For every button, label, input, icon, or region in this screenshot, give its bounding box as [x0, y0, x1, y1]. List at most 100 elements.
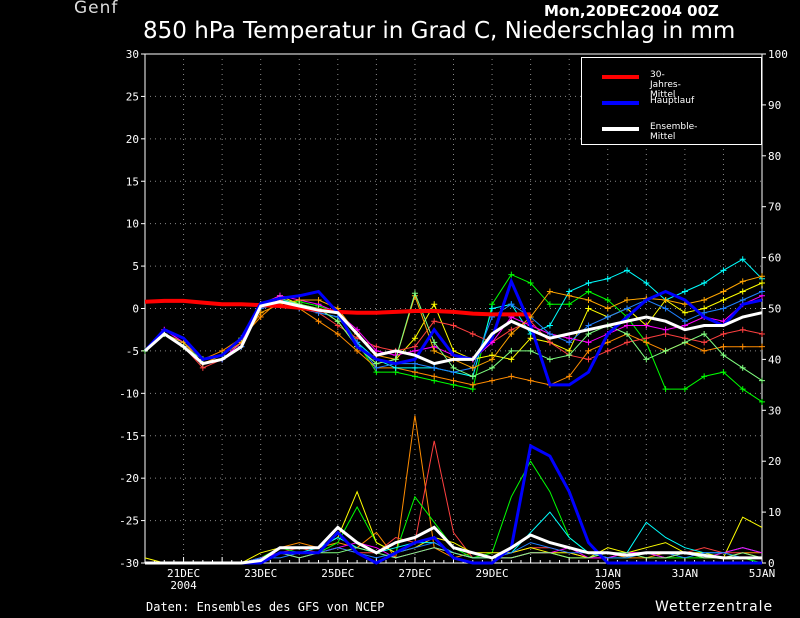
temp-member-marker	[431, 347, 438, 354]
temp-member-marker	[546, 322, 553, 329]
temp-member-marker	[546, 330, 553, 337]
temp-member-marker	[431, 339, 438, 346]
temp-member-marker	[431, 373, 438, 380]
y-left-tick-label: 0	[132, 303, 139, 316]
temp-member-marker	[604, 313, 611, 320]
temp-member-marker	[527, 313, 534, 320]
temp-member-marker	[720, 267, 727, 274]
temp-member-marker	[411, 347, 418, 354]
temp-member-marker	[585, 297, 592, 304]
y-right-tick-label: 80	[768, 150, 781, 163]
temp-member-marker	[759, 343, 765, 350]
y-right-tick-label: 70	[768, 201, 781, 214]
temp-member-marker	[585, 322, 592, 329]
y-right-tick-label: 20	[768, 455, 781, 468]
temp-member-marker	[624, 330, 631, 337]
temp-member-marker	[450, 377, 457, 384]
legend-swatch-climatology	[602, 75, 639, 79]
temp-member-marker	[759, 377, 765, 384]
temp-member-marker	[739, 364, 746, 371]
temp-member-marker	[759, 280, 765, 287]
temp-member-marker	[739, 343, 746, 350]
y-left-tick-label: 10	[126, 218, 139, 231]
temp-member-marker	[489, 356, 496, 363]
temp-member-marker	[759, 288, 765, 295]
temp-member-marker	[739, 386, 746, 393]
temp-member-marker	[624, 297, 631, 304]
temp-member-marker	[624, 339, 631, 346]
y-left-tick-label: -25	[119, 515, 139, 528]
temp-member-marker	[508, 373, 515, 380]
temp-member-marker	[508, 330, 515, 337]
temp-member-marker	[431, 318, 438, 325]
temp-member-marker	[759, 398, 765, 405]
temp-member-marker	[681, 339, 688, 346]
temp-member-marker	[469, 373, 476, 380]
y-right-tick-label: 10	[768, 506, 781, 519]
data-source-note: Daten: Ensembles des GFS von NCEP	[146, 600, 385, 614]
temp-member-marker	[585, 339, 592, 346]
temp-member-marker	[411, 290, 418, 297]
temp-member-marker	[720, 369, 727, 376]
temp-member-marker	[392, 356, 399, 363]
temp-member-marker	[759, 273, 765, 280]
y-left-tick-label: -5	[126, 345, 139, 358]
x-tick-label: 23DEC	[244, 567, 277, 580]
y-right-tick-label: 60	[768, 252, 781, 265]
y-right-tick-label: 30	[768, 404, 781, 417]
chart-title: 850 hPa Temperatur in Grad C, Niederschl…	[143, 18, 736, 44]
x-tick-label: 2004	[170, 579, 197, 592]
x-tick-label: 25DEC	[321, 567, 354, 580]
temp-member-marker	[681, 288, 688, 295]
temp-member-marker	[739, 288, 746, 295]
x-tick-label: 21DEC	[167, 567, 200, 580]
temp-member-marker	[720, 305, 727, 312]
temp-member-marker	[546, 356, 553, 363]
run-timestamp: Mon,20DEC2004 00Z	[544, 2, 719, 20]
y-left-tick-label: 5	[132, 260, 139, 273]
y-left-tick-label: -15	[119, 430, 139, 443]
temp-member-marker	[662, 347, 669, 354]
temp-member-marker	[450, 322, 457, 329]
temp-member-marker	[508, 271, 515, 278]
temp-member-marker	[701, 373, 708, 380]
temp-member-marker	[411, 335, 418, 342]
temp-member-marker	[527, 280, 534, 287]
temp-member-marker	[585, 305, 592, 312]
x-tick-label: 5JAN	[749, 567, 776, 580]
temp-member-marker	[450, 364, 457, 371]
temp-member-marker	[546, 339, 553, 346]
temp-member-marker	[546, 301, 553, 308]
temp-member-marker	[720, 343, 727, 350]
x-tick-label: 27DEC	[398, 567, 431, 580]
x-tick-label: 2005	[595, 579, 622, 592]
temp-member-marker	[662, 305, 669, 312]
precip-member-line	[144, 490, 763, 564]
y-right-tick-label: 40	[768, 353, 781, 366]
temp-member-marker	[662, 326, 669, 333]
temp-member-marker	[604, 339, 611, 346]
temp-member-marker	[739, 278, 746, 285]
temp-member-marker	[546, 288, 553, 295]
temp-member-marker	[701, 297, 708, 304]
temp-member-marker	[681, 318, 688, 325]
temp-member-marker	[681, 386, 688, 393]
temp-member-marker	[431, 364, 438, 371]
legend-swatch-main-run	[602, 101, 639, 105]
temp-member-marker	[643, 335, 650, 342]
y-left-tick-label: 20	[126, 133, 139, 146]
temp-member-marker	[701, 347, 708, 354]
temp-member-marker	[469, 330, 476, 337]
station-name: Genf	[74, 0, 119, 18]
temp-member-marker	[489, 377, 496, 384]
temp-member-marker	[566, 301, 573, 308]
temp-member-marker	[624, 322, 631, 329]
temp-member-marker	[720, 297, 727, 304]
temp-member-marker	[508, 356, 515, 363]
temp-member-marker	[739, 326, 746, 333]
temp-member-marker	[489, 364, 496, 371]
temp-member-marker	[315, 318, 322, 325]
y-right-tick-label: 0	[768, 557, 775, 570]
legend-label-ensemble-mean: Ensemble-Mittel	[650, 122, 698, 142]
temp-member-marker	[643, 280, 650, 287]
